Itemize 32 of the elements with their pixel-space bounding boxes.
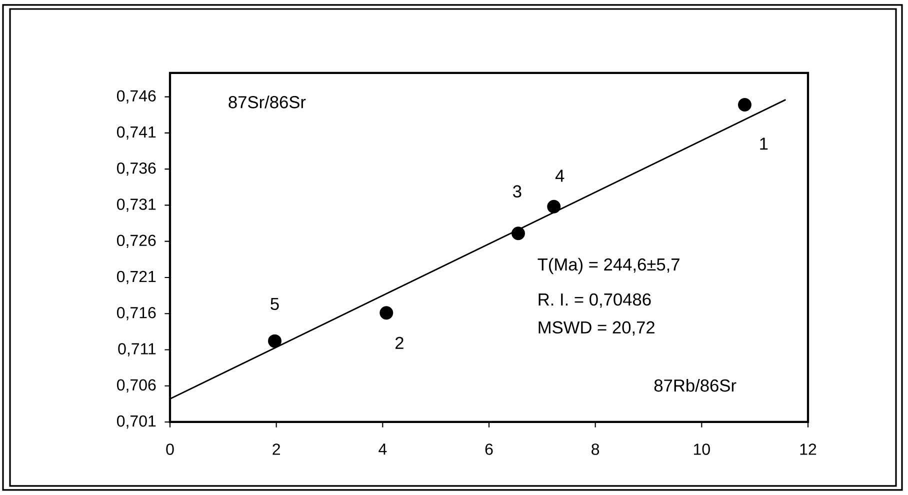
annotation: 1 bbox=[760, 138, 768, 150]
point bbox=[380, 306, 394, 320]
point bbox=[512, 226, 525, 240]
x-tick-label: 6 bbox=[485, 444, 493, 455]
y-tick-label: 0,731 bbox=[116, 198, 156, 212]
y-tick-label: 0,711 bbox=[118, 343, 156, 356]
point bbox=[268, 334, 282, 348]
annotation: T(Ma) = 244,6±5,7 bbox=[538, 258, 680, 274]
point bbox=[738, 98, 752, 112]
y-tick-label: 0,741 bbox=[116, 126, 156, 140]
y-tick-label: 0,716 bbox=[116, 306, 156, 320]
annotation: 5 bbox=[270, 298, 279, 310]
x-tick-label: 12 bbox=[800, 444, 816, 455]
y-tick-label: 0,721 bbox=[116, 270, 156, 284]
annotation: MSWD = 20,72 bbox=[538, 321, 654, 336]
y-tick-label: 0,746 bbox=[116, 90, 156, 104]
y-tick-label: 0,701 bbox=[116, 415, 156, 429]
annotation: 3 bbox=[513, 185, 522, 198]
y-tick-label: 0,726 bbox=[116, 234, 156, 248]
x-tick-label: 10 bbox=[694, 444, 710, 455]
y-tick-label: 0,736 bbox=[116, 162, 156, 176]
x-tick-label: 0 bbox=[166, 444, 174, 455]
y-tick-label: 0,706 bbox=[116, 379, 156, 392]
x-tick-label: 4 bbox=[378, 444, 387, 455]
y-axis-title: 87Sr/86Sr bbox=[228, 96, 306, 108]
annotation: 4 bbox=[555, 170, 564, 182]
annotation: 2 bbox=[396, 336, 404, 349]
x-tick-label: 8 bbox=[592, 444, 600, 455]
annotation: R. I. = 0,70486 bbox=[538, 293, 651, 308]
point bbox=[547, 200, 561, 214]
x-axis-title: 87Rb/86Sr bbox=[654, 378, 736, 392]
x-tick-label: 2 bbox=[272, 444, 280, 455]
